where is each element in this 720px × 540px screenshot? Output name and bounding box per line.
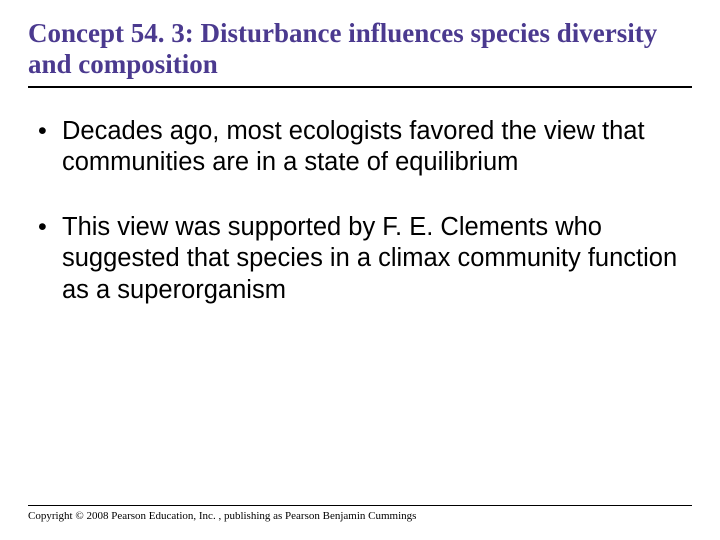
bullet-item: Decades ago, most ecologists favored the…: [34, 116, 692, 178]
bullet-list: Decades ago, most ecologists favored the…: [28, 116, 692, 306]
slide-container: Concept 54. 3: Disturbance influences sp…: [0, 0, 720, 540]
bullet-item: This view was supported by F. E. Clement…: [34, 212, 692, 305]
slide-footer: Copyright © 2008 Pearson Education, Inc.…: [28, 505, 692, 522]
slide-title: Concept 54. 3: Disturbance influences sp…: [28, 18, 692, 88]
copyright-text: Copyright © 2008 Pearson Education, Inc.…: [28, 510, 692, 522]
